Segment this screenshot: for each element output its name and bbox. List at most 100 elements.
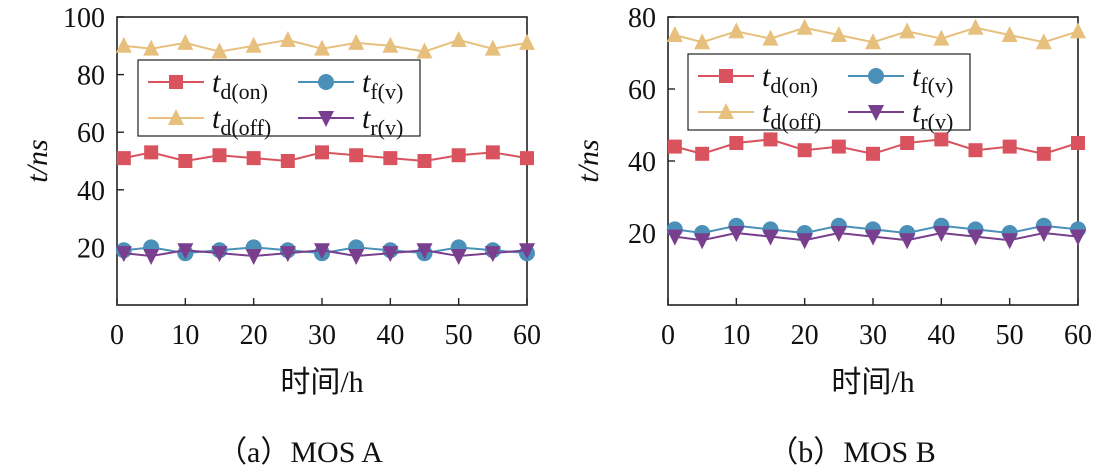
panel-a-data-point-t-d-on	[349, 148, 364, 163]
panel-a-xtick-label: 40	[376, 320, 404, 351]
panel-a-legend-label-t-d-off: td(off)	[212, 102, 271, 140]
panel-b-data-point-t-r-v	[933, 226, 950, 242]
panel-a-data-point-t-d-off	[177, 33, 194, 50]
panel-b-legend-marker-t-f-v	[868, 68, 884, 84]
panel-a-data-point-t-d-off	[314, 39, 330, 56]
panel-b-legend-symbol-t-d-off: t	[762, 96, 771, 129]
panel-b-legend-label-t-f-v: tf(v)	[912, 60, 953, 98]
panel-b-data-point-t-r-v	[967, 229, 984, 246]
panel-a-data-point-t-d-off	[143, 39, 160, 56]
panel-b-legend-marker-t-r-v	[868, 105, 884, 121]
panel-a-legend-symbol-t-d-off: t	[212, 102, 221, 135]
panel-a-x-axis-label: 时间/h	[280, 366, 363, 399]
panel-b-data-point-t-d-off	[1070, 22, 1086, 39]
panel-a-data-point-t-r-v	[177, 243, 194, 260]
panel-a-data-point-t-d-off	[279, 31, 296, 48]
panel-b-data-point-t-d-off	[666, 26, 683, 42]
panel-a-data-point-t-d-on	[178, 154, 193, 168]
panel-a-legend-box	[137, 59, 421, 137]
panel-a-data-point-t-d-on	[144, 145, 159, 160]
panel-a-y-axis-label: t/ns	[21, 139, 54, 182]
panel-a-legend-subscript-t-r-v: r(v)	[370, 115, 403, 140]
panel-b-xtick-label: 30	[859, 320, 887, 351]
panel-b-legend-label-t-d-off: td(off)	[762, 96, 821, 134]
panel-a-ytick-label: 80	[77, 61, 105, 92]
panel-a-data-point-t-r-v	[519, 243, 535, 260]
panel-b-data-point-t-d-off	[899, 22, 916, 39]
panel-a-data-point-t-r-v	[416, 243, 433, 260]
panel-a-legend-subscript-t-f-v: f(v)	[370, 79, 403, 104]
panel-a-legend-symbol-t-d-on: t	[212, 66, 221, 99]
panel-b-data-point-t-r-v	[1070, 229, 1086, 246]
panel-b-data-point-t-r-v	[694, 233, 711, 250]
panel-a-data-point-t-d-off	[519, 33, 535, 50]
panel-a-legend-symbol-t-r-v: t	[362, 102, 371, 135]
panel-b-data-point-t-d-on	[695, 146, 710, 161]
panel-b-caption: （b）MOS B	[768, 436, 936, 469]
panel-a-caption: （a）MOS A	[217, 436, 383, 469]
panel-a-data-point-t-d-off	[245, 36, 262, 53]
panel-b-data-point-t-d-off	[865, 33, 881, 50]
panel-b-data-point-t-d-off	[728, 22, 745, 39]
panel-a-data-point-t-r-v	[484, 246, 501, 263]
panel-a-xtick-label: 0	[110, 320, 124, 351]
panel-b-xtick-label: 60	[1064, 320, 1092, 351]
panel-a-xtick-label: 20	[240, 320, 268, 351]
panel-b-data-point-t-d-on	[667, 139, 682, 154]
panel-a-data-point-t-d-on	[485, 145, 500, 160]
panel-b-legend-marker-t-d-on	[719, 69, 733, 83]
panel-a-data-point-t-d-on	[451, 148, 466, 163]
panel-a-data-point-t-r-v	[115, 246, 132, 263]
panel-b-data-point-t-r-v	[762, 229, 779, 246]
panel-a-legend-marker-t-d-off	[168, 109, 184, 125]
panel-a-xtick-label: 50	[445, 320, 473, 351]
panel-a-data-point-t-r-v	[143, 249, 160, 266]
panel-b-legend-box	[687, 53, 971, 131]
panel-a-data-point-t-d-off	[382, 36, 399, 53]
panel-b-series-t-r-v	[666, 226, 1086, 250]
panel-b-data-point-t-d-on	[1036, 146, 1051, 161]
panel-a-data-point-t-r-v	[211, 246, 228, 263]
panel-b-xtick-label: 50	[996, 320, 1024, 351]
panel-b-ytick-label: 80	[628, 3, 656, 34]
panel-b-legend-subscript-t-d-on: d(on)	[770, 73, 818, 98]
panel-b-xtick-label: 0	[661, 320, 675, 351]
panel-b-data-point-t-d-on	[797, 143, 812, 158]
panel-b-data-point-t-d-off	[1035, 33, 1052, 50]
panel-a-series-t-r-v	[115, 243, 535, 266]
panel-b-ytick-label: 20	[628, 219, 656, 250]
panel-a-data-point-t-d-on	[246, 151, 261, 166]
panel-b-data-point-t-d-off	[830, 26, 847, 42]
panel-b-data-point-t-d-on	[1071, 136, 1085, 150]
panel-a-xtick-label: 30	[308, 320, 336, 351]
panel-b-xtick-label: 20	[791, 320, 819, 351]
panel-b-legend-label-t-r-v: tr(v)	[912, 96, 953, 134]
panel-a-data-point-t-d-off	[484, 39, 501, 56]
panel-a-legend-symbol-t-f-v: t	[362, 66, 371, 99]
panel-b-data-point-t-d-on	[934, 132, 949, 147]
panel-a-data-point-t-d-on	[315, 145, 329, 160]
panel-b-x-axis-label: 时间/h	[831, 366, 914, 399]
panel-a-data-point-t-d-on	[417, 154, 432, 168]
panel-a-data-point-t-d-off	[211, 42, 228, 59]
panel-b-data-point-t-d-on	[968, 143, 983, 158]
panel-a-data-point-t-d-off	[115, 36, 132, 53]
panel-b-ytick-label: 60	[628, 75, 656, 106]
panel-b-ytick-label: 40	[628, 147, 656, 178]
panel-a-xtick-label: 60	[513, 320, 541, 351]
panel-a-legend-marker-t-r-v	[318, 111, 334, 127]
panel-a-ytick-label: 40	[77, 176, 105, 207]
panel-b-xtick-label: 10	[722, 320, 750, 351]
panel-a-series-t-d-on	[116, 145, 534, 168]
panel-b-data-point-t-d-off	[796, 18, 813, 35]
panel-a-legend-subscript-t-d-on: d(on)	[220, 79, 268, 104]
panel-a-data-point-t-d-on	[280, 154, 295, 168]
panel-a-data-point-t-r-v	[450, 249, 467, 266]
panel-b-data-point-t-d-on	[1002, 139, 1017, 154]
panel-b-legend-subscript-t-r-v: r(v)	[920, 109, 953, 134]
panel-b-data-point-t-d-on	[729, 136, 744, 150]
panel-b-series-t-d-off	[666, 18, 1086, 50]
panel-b-data-point-t-r-v	[796, 233, 813, 250]
